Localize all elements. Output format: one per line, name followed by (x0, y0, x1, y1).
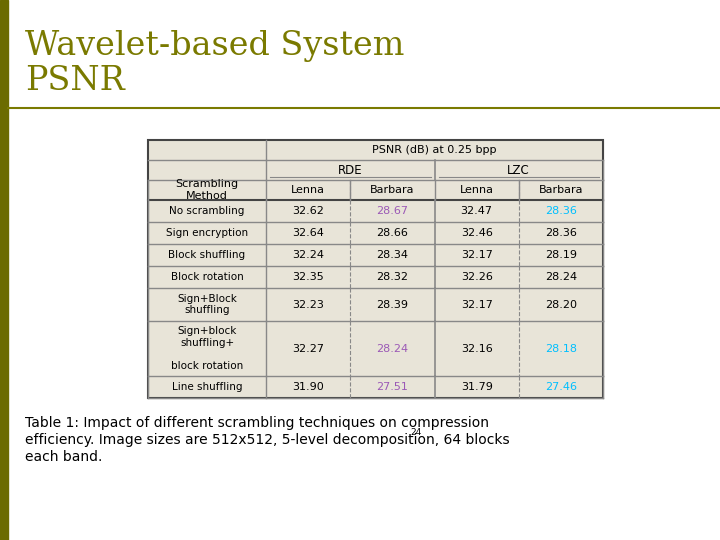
Bar (148, 140, 603, 398)
Text: 28.18: 28.18 (545, 343, 577, 354)
Text: RDE: RDE (338, 164, 363, 177)
Text: 28.34: 28.34 (377, 250, 408, 260)
Text: 32.46: 32.46 (461, 228, 492, 238)
Text: Sign+Block
shuffling: Sign+Block shuffling (177, 294, 237, 315)
Text: 32.62: 32.62 (292, 206, 324, 216)
Text: 32.17: 32.17 (461, 300, 492, 309)
Text: Barbara: Barbara (539, 185, 583, 195)
Text: 27.51: 27.51 (377, 382, 408, 392)
Text: Lenna: Lenna (459, 185, 494, 195)
Text: Block rotation: Block rotation (171, 272, 243, 282)
Text: 32.27: 32.27 (292, 343, 324, 354)
Text: 32.47: 32.47 (461, 206, 492, 216)
Text: Sign+block
shuffling+

block rotation: Sign+block shuffling+ block rotation (171, 326, 243, 371)
Text: 24: 24 (410, 428, 421, 437)
Text: Sign encryption: Sign encryption (166, 228, 248, 238)
Text: 28.19: 28.19 (545, 250, 577, 260)
Text: 28.20: 28.20 (545, 300, 577, 309)
Text: Wavelet-based System: Wavelet-based System (25, 30, 405, 62)
Text: 28.32: 28.32 (377, 272, 408, 282)
Text: 31.90: 31.90 (292, 382, 324, 392)
Text: 28.24: 28.24 (377, 343, 408, 354)
Text: PSNR: PSNR (25, 65, 125, 97)
Bar (0, 0, 8, 540)
Text: 27.46: 27.46 (545, 382, 577, 392)
Text: 32.26: 32.26 (461, 272, 492, 282)
Text: 28.24: 28.24 (545, 272, 577, 282)
Text: Lenna: Lenna (291, 185, 325, 195)
Text: Scrambling
Method: Scrambling Method (176, 179, 238, 201)
Text: 28.36: 28.36 (545, 206, 577, 216)
Text: Barbara: Barbara (370, 185, 415, 195)
Text: 32.17: 32.17 (461, 250, 492, 260)
Text: LZC: LZC (508, 164, 530, 177)
Text: 28.36: 28.36 (545, 228, 577, 238)
Text: 32.23: 32.23 (292, 300, 324, 309)
Text: 28.67: 28.67 (377, 206, 408, 216)
Text: PSNR (dB) at 0.25 bpp: PSNR (dB) at 0.25 bpp (372, 145, 497, 155)
Text: Block shuffling: Block shuffling (168, 250, 246, 260)
Text: 28.66: 28.66 (377, 228, 408, 238)
Text: Table 1: Impact of different scrambling techniques on compression: Table 1: Impact of different scrambling … (25, 416, 489, 430)
Text: 32.24: 32.24 (292, 250, 324, 260)
Text: 32.64: 32.64 (292, 228, 324, 238)
Text: 28.39: 28.39 (377, 300, 408, 309)
Text: efficiency. Image sizes are 512x512, 5-level decomposition, 64 blocks: efficiency. Image sizes are 512x512, 5-l… (25, 433, 510, 447)
Text: No scrambling: No scrambling (169, 206, 245, 216)
Text: each band.: each band. (25, 450, 102, 464)
Text: Line shuffling: Line shuffling (172, 382, 242, 392)
Text: 32.16: 32.16 (461, 343, 492, 354)
Text: 32.35: 32.35 (292, 272, 324, 282)
Bar (148, 140, 603, 398)
Text: 31.79: 31.79 (461, 382, 492, 392)
